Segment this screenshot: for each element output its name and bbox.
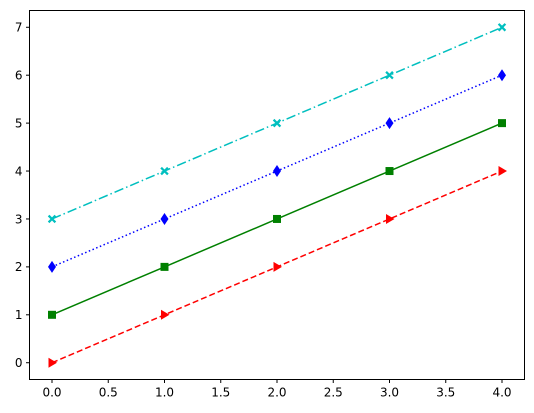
series-3-point-3 — [385, 70, 394, 80]
x-tick-label-5: 2.5 — [324, 386, 343, 400]
x-tick-label-4: 2.0 — [267, 386, 286, 400]
x-tick-label-3: 1.5 — [211, 386, 230, 400]
x-tick-label-0: 0.0 — [42, 386, 61, 400]
y-axis: 0 1 2 3 4 5 6 7 — [15, 21, 30, 370]
series-0 — [48, 166, 507, 368]
y-tick-label-6: 6 — [15, 68, 23, 82]
x-tick-label-2: 1.0 — [155, 386, 174, 400]
series-3 — [47, 23, 507, 224]
y-tick-label-4: 4 — [15, 164, 23, 178]
series-1-point-3 — [385, 167, 394, 176]
x-tick-label-1: 0.5 — [99, 386, 118, 400]
series-1-point-1 — [160, 262, 169, 271]
series-0-point-2 — [273, 261, 282, 272]
series-2-point-3 — [385, 117, 394, 130]
series-2 — [48, 69, 506, 273]
series-3-point-0 — [47, 214, 57, 224]
x-tick-label-7: 3.5 — [436, 386, 455, 400]
series-3-point-2 — [272, 118, 282, 128]
series-0-point-4 — [498, 166, 507, 177]
x-tick-label-8: 4.0 — [492, 386, 511, 400]
series-1-point-2 — [273, 214, 281, 223]
series-3-point-1 — [160, 166, 169, 176]
x-tick-label-6: 3.0 — [380, 386, 399, 400]
series-0-point-1 — [161, 309, 170, 320]
series-2-point-1 — [160, 212, 169, 225]
y-tick-label-2: 2 — [15, 260, 23, 274]
x-axis: 0.0 0.5 1.0 1.5 2.0 2.5 3.0 3.5 4.0 — [42, 379, 512, 400]
y-tick-label-3: 3 — [15, 212, 23, 226]
series-1-point-0 — [48, 310, 56, 319]
series-3-point-4 — [497, 23, 507, 32]
series-0-point-0 — [48, 357, 57, 368]
series-2-point-2 — [273, 165, 281, 178]
series-1 — [48, 119, 506, 319]
series-layer — [47, 23, 507, 368]
y-tick-label-1: 1 — [15, 308, 23, 322]
series-1-point-4 — [498, 119, 506, 128]
y-tick-label-5: 5 — [15, 116, 23, 130]
y-tick-label-0: 0 — [15, 356, 23, 370]
series-2-point-0 — [48, 260, 56, 273]
series-2-point-4 — [498, 69, 506, 82]
series-0-point-3 — [386, 213, 395, 224]
y-tick-label-7: 7 — [15, 21, 23, 35]
